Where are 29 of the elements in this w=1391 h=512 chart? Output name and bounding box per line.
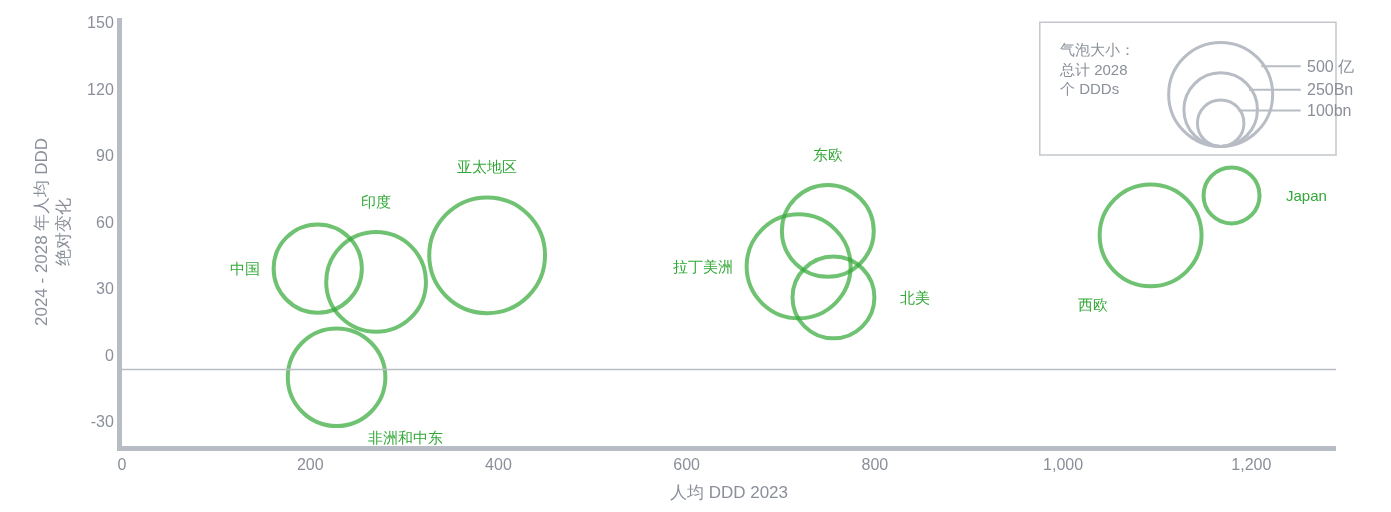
legend-label: 250Bn — [1307, 81, 1354, 98]
legend-label: 500 亿 — [1307, 58, 1355, 75]
x-tick-label: 400 — [485, 456, 512, 474]
y-tick-label: -30 — [90, 413, 114, 431]
series-label: 北美 — [900, 289, 930, 306]
x-tick-label: 1,200 — [1231, 456, 1272, 474]
legend-label: 100bn — [1307, 102, 1352, 119]
y-tick-label: 90 — [96, 147, 114, 165]
x-tick-label: 200 — [296, 456, 324, 474]
series-label: 亚太地区 — [457, 158, 517, 175]
series-label: 中国 — [230, 260, 260, 277]
series-label: 印度 — [361, 193, 391, 210]
series-label: 非洲和中东 — [368, 429, 443, 446]
x-tick-label: 1,000 — [1043, 456, 1084, 474]
series-label: Japan — [1286, 187, 1327, 204]
x-axis-title: 人均 DDD 2023 — [669, 482, 789, 502]
x-tick-label: 600 — [673, 456, 701, 474]
x-tick-label: 0 — [117, 456, 127, 474]
y-tick-label: 120 — [87, 80, 114, 98]
series-label: 拉丁美洲 — [673, 258, 733, 275]
y-tick-label: 150 — [87, 14, 114, 32]
x-tick-label: 800 — [861, 456, 889, 474]
y-axis-title: 2024 - 2028 年人均 DDD 绝对变化 — [31, 137, 73, 327]
series-label: 东欧 — [813, 146, 843, 163]
y-tick-label: 30 — [96, 280, 114, 298]
series-label: 西欧 — [1078, 296, 1108, 313]
legend-title: 气泡大小：总计 2028 个 DDDs — [1059, 41, 1135, 97]
y-tick-label: 0 — [104, 346, 114, 364]
y-tick-label: 60 — [96, 213, 114, 231]
